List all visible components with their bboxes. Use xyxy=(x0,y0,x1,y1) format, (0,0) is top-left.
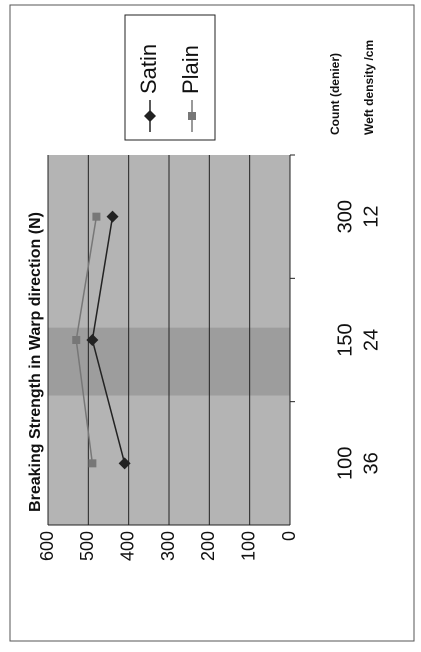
x-tick-label: 150 xyxy=(334,323,356,356)
y-tick-label: 0 xyxy=(279,531,299,541)
point xyxy=(188,112,196,120)
y-tick-label: 500 xyxy=(77,531,97,561)
y-tick-label: 600 xyxy=(37,531,57,561)
point xyxy=(72,336,81,344)
point xyxy=(88,459,97,468)
y-tick-label: 200 xyxy=(198,531,218,561)
y-tick-label: 300 xyxy=(158,531,178,561)
x-tick-label: 100 xyxy=(334,447,356,480)
x-tick-label: 300 xyxy=(334,200,356,233)
x-tick-label-secondary: 12 xyxy=(360,206,382,228)
point xyxy=(144,110,156,122)
chart-title: Breaking Strength in Warp direction (N) xyxy=(27,212,44,512)
point xyxy=(86,334,99,346)
point xyxy=(92,212,101,221)
x-axis-label: Count (denier) xyxy=(328,53,342,135)
y-tick-label: 100 xyxy=(238,531,258,561)
x-axis-label-secondary: Weft density /cm xyxy=(362,40,376,135)
rotated-chart: Breaking Strength in Warp direction (N) … xyxy=(27,14,382,561)
y-tick-label: 400 xyxy=(117,531,137,561)
x-tick-label-secondary: 24 xyxy=(360,329,382,351)
x-tick-label-secondary: 36 xyxy=(360,452,382,474)
point xyxy=(106,210,119,223)
legend-label: Plain xyxy=(178,45,203,94)
legend-label: Satin xyxy=(136,44,161,94)
frame xyxy=(9,4,415,642)
